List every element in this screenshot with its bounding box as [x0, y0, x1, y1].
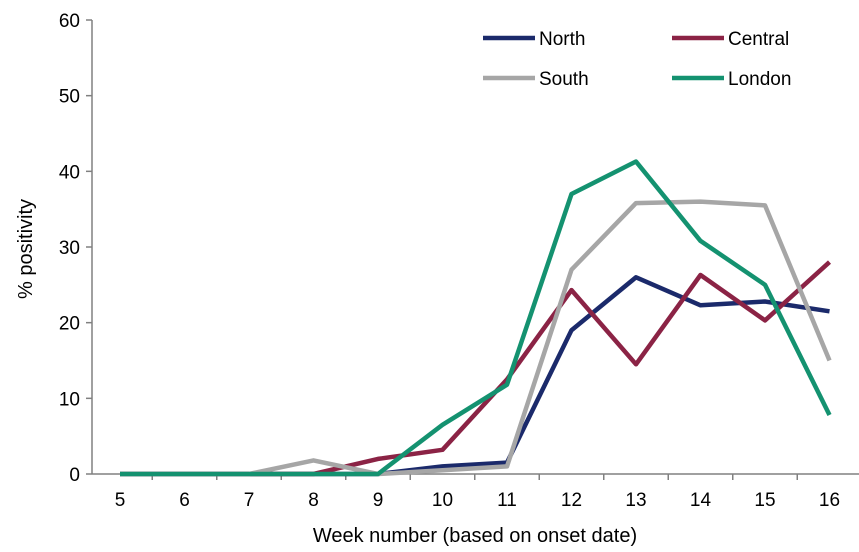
- series-line-london: [120, 159, 832, 477]
- legend-label-south: South: [539, 69, 589, 90]
- x-tick-label: 10: [432, 490, 453, 511]
- x-tick-label: 12: [561, 490, 582, 511]
- x-tick-label: 13: [625, 490, 646, 511]
- x-tick-label: 9: [373, 490, 384, 511]
- y-tick-label: 0: [69, 465, 80, 486]
- axes: 0 10 20 30 40 50 60 5 6 7 8 9 10 11 12 13 14 15 16: [59, 11, 859, 511]
- y-tick-label: 60: [59, 11, 80, 32]
- x-tick-label: 8: [308, 490, 319, 511]
- legend: North Central South London: [483, 29, 791, 90]
- series-line-south: [120, 199, 832, 477]
- x-tick-label: 14: [690, 490, 712, 511]
- y-tick-label: 20: [59, 314, 80, 335]
- series-layer: [120, 159, 832, 477]
- y-tick-label: 40: [59, 162, 80, 183]
- legend-label-central: Central: [728, 29, 789, 50]
- x-tick-label: 15: [754, 490, 775, 511]
- series-line-north: [120, 275, 830, 477]
- legend-label-north: North: [539, 29, 585, 50]
- x-tick-label: 7: [244, 490, 255, 511]
- x-axis-title: Week number (based on onset date): [313, 525, 637, 547]
- x-tick-label: 11: [497, 490, 517, 511]
- y-tick-label: 50: [59, 87, 80, 108]
- y-axis-title: % positivity: [15, 199, 37, 299]
- x-tick-label: 5: [115, 490, 126, 511]
- x-tick-label: 16: [819, 490, 840, 511]
- legend-label-london: London: [728, 69, 791, 90]
- x-tick-label: 6: [179, 490, 190, 511]
- series-line-central: [120, 260, 832, 477]
- y-tick-label: 10: [59, 389, 80, 410]
- y-tick-label: 30: [59, 238, 80, 259]
